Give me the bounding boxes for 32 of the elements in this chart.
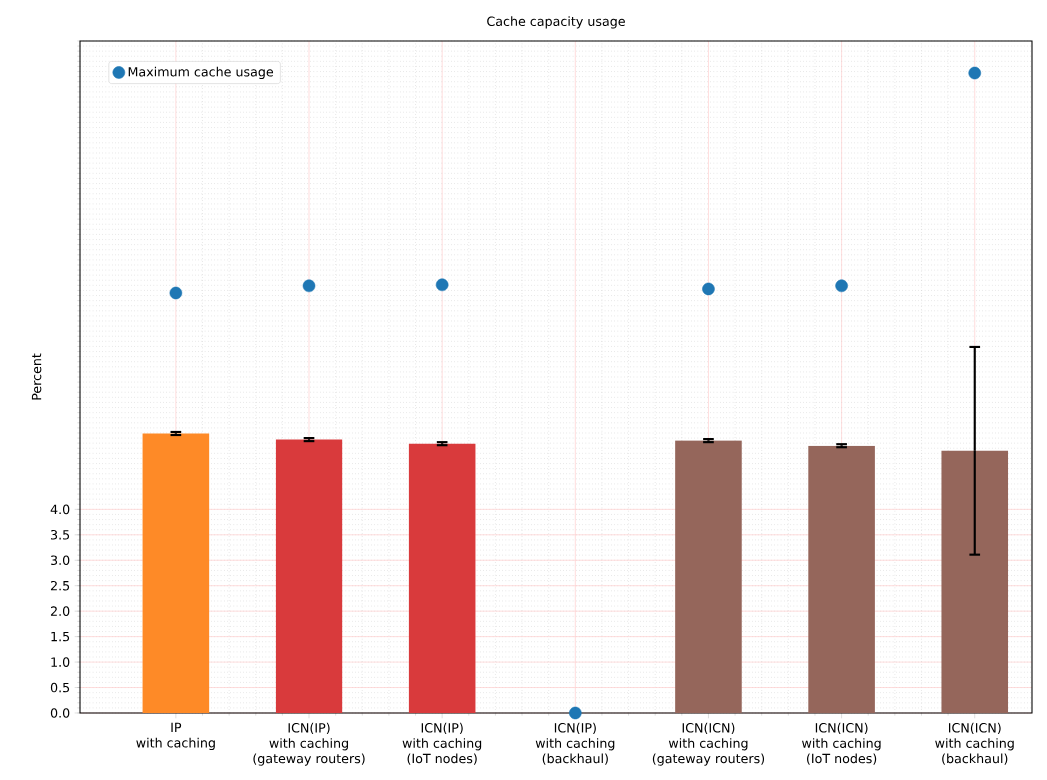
bar xyxy=(275,439,343,713)
x-tick-label: ICN(ICN) with caching (IoT nodes) xyxy=(802,722,881,765)
y-tick-label: 3.5 xyxy=(51,530,70,540)
x-tick-label: ICN(ICN) with caching (gateway routers) xyxy=(652,722,765,766)
point xyxy=(702,282,715,296)
x-tick-label: ICN(IP) with caching (gateway routers) xyxy=(253,722,365,766)
y-tick-label: 1.5 xyxy=(51,631,70,642)
y-tick-label: 2.0 xyxy=(50,606,70,616)
point xyxy=(569,706,582,720)
bar xyxy=(408,443,476,713)
bar xyxy=(941,450,1009,713)
y-tick-label: 3.0 xyxy=(51,555,70,566)
y-tick-label: 0.0 xyxy=(50,708,70,718)
x-tick-label: ICN(ICN) with caching (backhaul) xyxy=(935,722,1014,765)
point xyxy=(169,286,183,300)
point xyxy=(302,279,316,293)
y-tick-label: 0.5 xyxy=(50,682,70,693)
point xyxy=(968,66,982,80)
y-tick-label: 2.5 xyxy=(50,580,70,591)
point xyxy=(435,278,449,292)
chart-title: Cache capacity usage xyxy=(487,16,625,29)
y-tick-label: 4.0 xyxy=(50,504,70,515)
y-tick-label: 1.0 xyxy=(51,657,70,667)
bar xyxy=(142,433,210,713)
bar xyxy=(808,445,875,713)
legend-label: Maximum cache usage xyxy=(128,66,274,79)
x-tick-label: ICN(IP) with caching (IoT nodes) xyxy=(402,722,482,765)
point xyxy=(835,279,848,293)
bar xyxy=(675,440,742,713)
x-tick-label: IP with caching xyxy=(136,722,215,751)
x-tick-label: ICN(IP) with caching (backhaul) xyxy=(535,722,615,765)
y-axis-title: Percent xyxy=(31,353,42,400)
